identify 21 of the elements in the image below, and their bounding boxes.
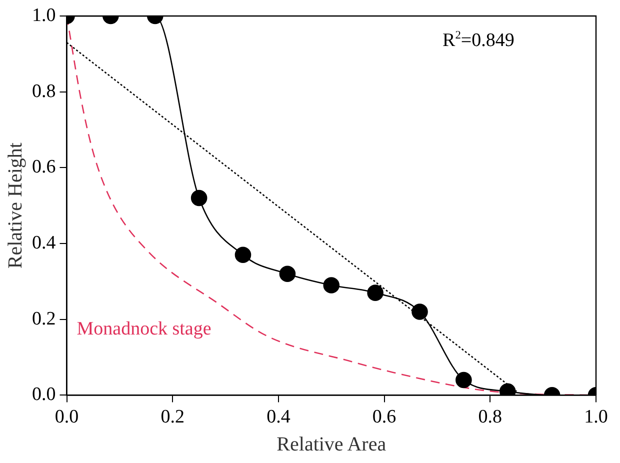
point [367,284,384,301]
y-tick-label: 0.0 [32,384,56,406]
y-tick-label: 0.8 [32,80,56,102]
point [234,246,252,264]
y-tick-label: 0.6 [32,156,56,178]
y-tick-label: 0.2 [32,308,56,330]
y-axis-title: Relative Height [4,142,26,269]
x-tick-label: 1.0 [584,406,608,428]
point [323,277,340,294]
x-tick-label: 0.4 [266,406,291,428]
x-tick-label: 0.0 [54,406,79,428]
y-tick-label: 1.0 [32,4,56,26]
point [190,190,208,206]
x-tick-label: 0.2 [160,406,184,428]
x-tick-label: 0.6 [372,406,396,428]
point [412,304,428,320]
y-tick-label: 0.4 [32,232,56,254]
x-axis-title: Relative Area [276,433,386,456]
series-label: Monadnock stage [76,318,212,340]
point [279,266,296,282]
x-tick-label: 0.8 [478,406,502,428]
